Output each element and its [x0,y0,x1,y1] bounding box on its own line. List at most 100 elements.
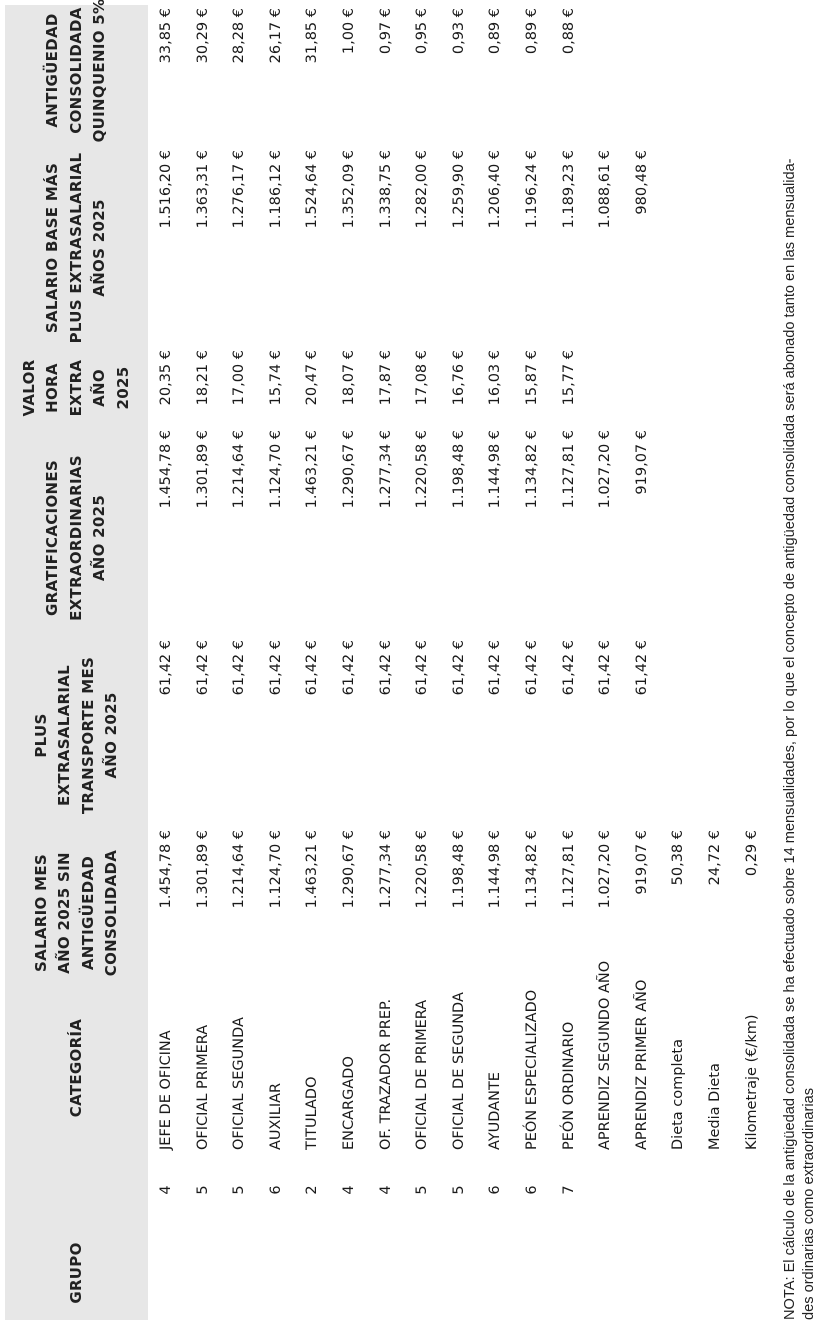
cell-grupo: 7 [560,1185,577,1195]
cell-valor-hora: 17,87 € [377,350,394,406]
cell-plus-transporte: 61,42 € [487,640,504,696]
cell-valor-hora: 15,77 € [560,350,577,406]
cell-categoria: Kilometraje (€/km) [743,1014,760,1150]
cell-plus-transporte: 61,42 € [304,640,321,696]
cell-valor-hora: 20,47 € [304,350,321,406]
header-plus-transporte: PLUS EXTRASALARIAL TRANSPORTE MES AÑO 20… [31,656,121,815]
cell-valor-hora: 17,08 € [414,350,431,406]
cell-gratificaciones: 1.220,58 € [414,430,431,509]
cell-plus-transporte: 61,42 € [450,640,467,696]
cell-antiguedad: 31,85 € [304,8,321,64]
cell-salario-base: 1.338,75 € [377,150,394,229]
cell-categoria: APRENDIZ PRIMER AÑO [633,979,650,1150]
note-line-1: NOTA: El cálculo de la antigüedad consol… [782,158,798,1320]
cell-categoria: AUXILIAR [267,1082,284,1150]
cell-grupo: 4 [158,1185,174,1195]
cell-categoria: Media Dieta [707,1063,723,1150]
cell-salario-mes: 1.198,48 € [450,830,467,909]
cell-salario-base: 980,48 € [633,150,650,215]
cell-salario-base: 1.352,09 € [341,150,357,229]
cell-plus-transporte: 61,42 € [341,640,357,696]
cell-categoria: Dieta completa [670,1039,687,1150]
cell-salario-mes: 0,29 € [743,830,760,877]
cell-gratificaciones: 1.144,98 € [487,430,504,509]
cell-valor-hora: 15,87 € [524,350,540,406]
cell-plus-transporte: 61,42 € [560,640,577,696]
header-categoria: CATEGORÍA [66,1018,85,1118]
cell-valor-hora: 17,00 € [231,350,248,406]
cell-antiguedad: 1,00 € [341,8,357,55]
cell-valor-hora: 18,07 € [341,350,357,406]
cell-salario-mes: 1.463,21 € [304,830,321,909]
cell-salario-mes: 1.027,20 € [597,830,614,909]
cell-antiguedad: 0,89 € [524,8,540,55]
cell-categoria: ENCARGADO [341,1056,357,1150]
cell-gratificaciones: 1.124,70 € [267,430,284,509]
cell-salario-mes: 1.277,34 € [377,830,394,909]
cell-salario-mes: 1.214,64 € [231,830,248,909]
cell-antiguedad: 26,17 € [267,8,284,64]
cell-categoria: AYUDANTE [487,1072,504,1150]
cell-antiguedad: 0,93 € [450,8,467,55]
cell-grupo: 4 [341,1185,357,1195]
cell-gratificaciones: 1.463,21 € [304,430,321,509]
cell-salario-mes: 1.124,70 € [267,830,284,909]
cell-plus-transporte: 61,42 € [158,640,174,696]
cell-plus-transporte: 61,42 € [414,640,431,696]
cell-salario-mes: 1.127,81 € [560,830,577,909]
cell-salario-base: 1.516,20 € [158,150,174,229]
cell-grupo: 5 [414,1185,431,1195]
cell-antiguedad: 0,89 € [487,8,504,55]
cell-salario-mes: 1.301,89 € [194,830,211,909]
cell-salario-mes: 50,38 € [670,830,687,886]
cell-valor-hora: 18,21 € [194,350,211,406]
cell-grupo: 2 [304,1185,321,1195]
cell-categoria: OF. TRAZADOR PREP. [377,998,394,1150]
header-antiguedad: ANTIGÜEDAD CONSOLIDADA QUINQUENIO 5% [43,0,109,143]
cell-valor-hora: 20,35 € [158,350,174,406]
cell-salario-mes: 1.220,58 € [414,830,431,909]
cell-gratificaciones: 1.198,48 € [450,430,467,509]
cell-salario-mes: 1.290,67 € [341,830,357,909]
cell-salario-base: 1.186,12 € [267,150,284,229]
cell-plus-transporte: 61,42 € [267,640,284,696]
cell-salario-base: 1.189,23 € [560,150,577,229]
cell-salario-base: 1.524,64 € [304,150,321,229]
cell-gratificaciones: 1.127,81 € [560,430,577,509]
cell-antiguedad: 30,29 € [194,8,211,64]
cell-grupo: 5 [450,1185,467,1195]
cell-plus-transporte: 61,42 € [377,640,394,696]
cell-categoria: OFICIAL DE SEGUNDA [450,992,467,1150]
cell-categoria: OFICIAL SEGUNDA [231,1017,248,1150]
cell-plus-transporte: 61,42 € [194,640,211,696]
cell-salario-base: 1.363,31 € [194,150,211,229]
cell-gratificaciones: 1.290,67 € [341,430,357,509]
cell-plus-transporte: 61,42 € [597,640,614,696]
cell-grupo: 5 [194,1185,211,1195]
cell-salario-base: 1.259,90 € [450,150,467,229]
cell-antiguedad: 28,28 € [231,8,248,64]
cell-grupo: 4 [377,1185,394,1195]
cell-salario-base: 1.206,40 € [487,150,504,229]
cell-gratificaciones: 1.134,82 € [524,430,540,509]
cell-grupo: 5 [231,1185,248,1195]
header-salario-mes: SALARIO MES AÑO 2025 SIN ANTIGÜEDAD CONS… [31,849,121,977]
cell-categoria: APRENDIZ SEGUNDO AÑO [597,960,614,1150]
cell-salario-mes: 24,72 € [707,830,723,886]
cell-antiguedad: 0,88 € [560,8,577,55]
cell-gratificaciones: 1.454,78 € [158,430,174,509]
cell-antiguedad: 0,95 € [414,8,431,55]
cell-plus-transporte: 61,42 € [524,640,540,696]
cell-grupo: 6 [524,1185,540,1195]
table-note: NOTA: El cálculo de la antigüedad consol… [781,0,818,1320]
cell-valor-hora: 15,74 € [267,350,284,406]
cell-grupo: 6 [487,1185,504,1195]
cell-antiguedad: 33,85 € [158,8,174,64]
header-salario-base: SALARIO BASE MÁS PLUS EXTRASALARIAL AÑOS… [43,152,109,344]
cell-categoria: OFICIAL DE PRIMERA [414,999,431,1150]
cell-valor-hora: 16,03 € [487,350,504,406]
cell-salario-mes: 1.144,98 € [487,830,504,909]
cell-categoria: TITULADO [304,1076,321,1150]
header-gratificaciones: GRATIFICACIONES EXTRAORDINARIAS AÑO 2025 [43,455,109,621]
